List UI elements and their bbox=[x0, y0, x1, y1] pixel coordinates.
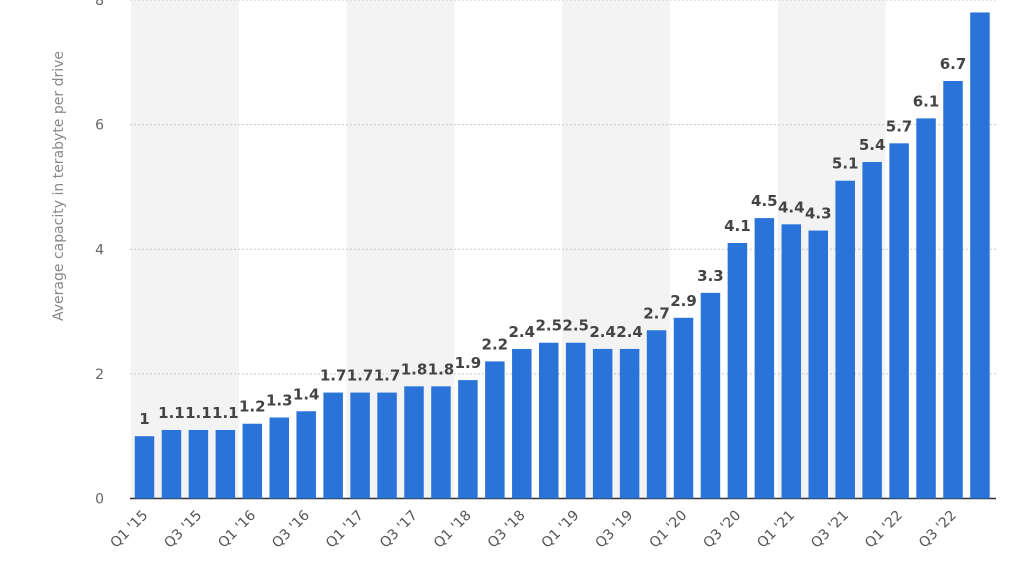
bar bbox=[889, 143, 909, 499]
data-label: 1.1 bbox=[158, 404, 185, 422]
x-tick-label: Q3 '15 bbox=[161, 508, 205, 552]
bar bbox=[323, 392, 343, 499]
bar bbox=[943, 81, 963, 499]
y-axis-title: Average capacity in terabyte per drive bbox=[51, 51, 67, 321]
data-labels: 1 1.1 1.1 1.1 1.2 1.3 1.41.7 1.7 1.7 1.8 1.8 1.92.2… bbox=[139, 55, 966, 428]
x-tick-label: Q1 '17 bbox=[323, 508, 367, 552]
data-label: 1.4 bbox=[293, 385, 320, 403]
bar bbox=[592, 348, 613, 499]
data-label: 2.4 bbox=[509, 323, 536, 341]
data-label: 2.5 bbox=[562, 317, 589, 335]
bar bbox=[485, 361, 505, 499]
data-label: 1.8 bbox=[401, 360, 428, 378]
bar bbox=[404, 386, 424, 499]
bar bbox=[242, 423, 263, 499]
x-tick-label: Q1 '16 bbox=[215, 507, 259, 551]
bar bbox=[215, 429, 236, 499]
bar bbox=[970, 12, 990, 499]
y-tick-label: 0 bbox=[95, 492, 104, 508]
x-tick-label: Q1 '20 bbox=[646, 508, 690, 552]
x-tick-label: Q1 '21 bbox=[754, 508, 798, 552]
data-label: 2.4 bbox=[589, 323, 616, 341]
x-tick-label: Q1 '15 bbox=[107, 508, 151, 552]
data-label: 1.1 bbox=[212, 404, 239, 422]
bar bbox=[565, 342, 586, 499]
bar bbox=[431, 386, 451, 499]
data-label: 2.7 bbox=[643, 304, 670, 322]
bar bbox=[188, 429, 209, 499]
data-label: 5.7 bbox=[886, 117, 913, 135]
data-label: 4.4 bbox=[778, 198, 805, 216]
y-tick-label: 6 bbox=[95, 118, 104, 134]
bar bbox=[539, 342, 559, 499]
data-label: 4.1 bbox=[724, 217, 751, 235]
data-label: 1 bbox=[139, 410, 149, 428]
data-label: 1.7 bbox=[374, 367, 401, 385]
bar bbox=[916, 118, 936, 499]
data-label: 1.7 bbox=[347, 367, 374, 385]
bar bbox=[377, 392, 397, 499]
data-label: 1.1 bbox=[185, 404, 212, 422]
bar bbox=[835, 180, 855, 499]
bar bbox=[808, 230, 828, 499]
y-tick-label: 2 bbox=[95, 367, 104, 383]
data-label: 1.8 bbox=[428, 360, 455, 378]
bar bbox=[700, 292, 721, 499]
x-tick-label: Q3 '19 bbox=[593, 508, 637, 552]
data-label: 3.3 bbox=[697, 267, 724, 285]
bar bbox=[269, 417, 289, 499]
bar bbox=[673, 317, 694, 499]
data-label: 1.3 bbox=[266, 391, 293, 409]
bar bbox=[134, 436, 155, 499]
data-label: 6.7 bbox=[940, 55, 967, 73]
x-tick-label: Q3 '17 bbox=[377, 508, 421, 552]
bar bbox=[619, 348, 640, 499]
bar bbox=[646, 330, 667, 499]
x-tick-label: Q3 '22 bbox=[916, 508, 960, 552]
bar bbox=[350, 392, 370, 499]
data-label: 2.2 bbox=[482, 335, 509, 353]
data-label: 1.7 bbox=[320, 367, 347, 385]
x-tick-label: Q1 '19 bbox=[539, 508, 583, 552]
data-label: 4.3 bbox=[805, 205, 832, 223]
x-tick-label: Q1 '18 bbox=[431, 508, 475, 552]
data-label: 1.2 bbox=[239, 398, 266, 416]
data-label: 1.9 bbox=[455, 354, 482, 372]
x-tick-label: Q3 '16 bbox=[269, 507, 313, 551]
bars bbox=[134, 12, 990, 499]
data-label: 4.5 bbox=[751, 192, 778, 210]
bar bbox=[512, 348, 532, 499]
data-label: 2.9 bbox=[670, 292, 697, 310]
year-band bbox=[131, 0, 239, 499]
x-tick-label: Q3 '21 bbox=[808, 508, 852, 552]
x-tick-label: Q1 '22 bbox=[862, 508, 906, 552]
bar bbox=[862, 162, 882, 499]
bar bbox=[296, 411, 316, 499]
data-label: 2.5 bbox=[535, 317, 562, 335]
y-tick-label: 8 bbox=[95, 0, 104, 9]
data-label: 5.1 bbox=[832, 155, 859, 173]
bar bbox=[458, 380, 478, 499]
y-tick-label: 4 bbox=[95, 242, 104, 258]
data-label: 6.1 bbox=[913, 92, 940, 110]
bar bbox=[754, 218, 775, 499]
data-label: 5.4 bbox=[859, 136, 886, 154]
bar bbox=[781, 224, 802, 499]
x-tick-label: Q3 '18 bbox=[485, 508, 529, 552]
bar bbox=[727, 243, 748, 499]
x-axis-ticks: Q1 '15 Q3 '15 Q1 '16 Q3 '16 Q1 '17 Q3 '17 Q1 '… bbox=[107, 507, 959, 551]
data-label: 2.4 bbox=[616, 323, 643, 341]
x-tick-label: Q3 '20 bbox=[700, 508, 744, 552]
bar bbox=[161, 429, 182, 499]
y-axis-ticks: 0 2 4 6 8 bbox=[95, 0, 104, 508]
